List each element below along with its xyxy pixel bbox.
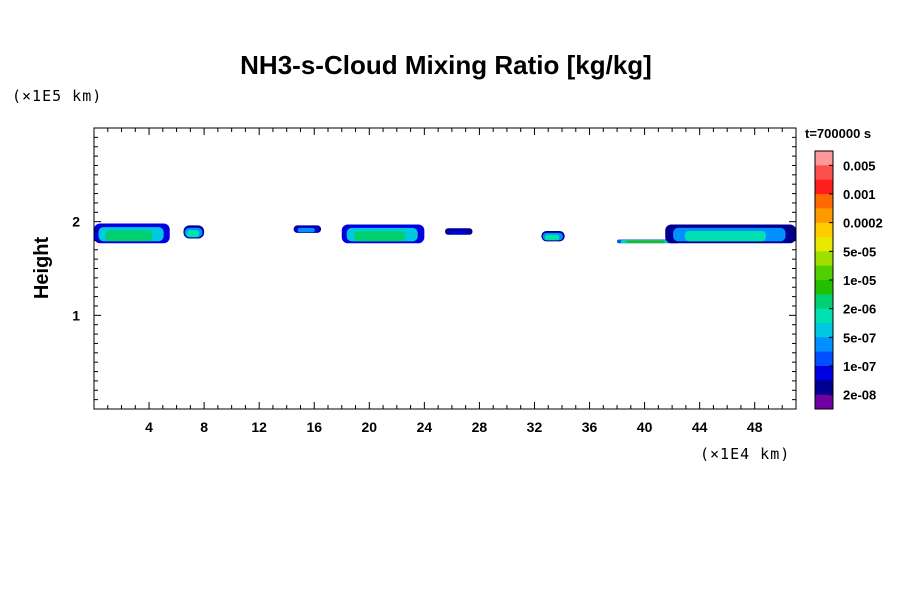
x-tick-label: 20 [362,419,378,435]
colorbar-segment [815,165,833,181]
colorbar-segment [815,208,833,224]
colorbar-segment [815,265,833,281]
x-tick-label: 12 [251,419,267,435]
colorbar-label: 0.005 [843,158,876,173]
cloud-7-center [626,240,665,243]
x-tick-label: 16 [306,419,322,435]
y-axis-unit: (×1E5 km) [12,87,102,105]
x-tick-label: 28 [472,419,488,435]
cloud-2-center [186,230,200,238]
time-label: t=700000 s [805,126,871,141]
colorbar: 0.005 0.001 0.0002 5e-05 1e-05 2e-06 5e-07 1e-0… [814,150,883,410]
colorbar-segment [815,222,833,238]
cloud-3-center [297,228,315,233]
colorbar-segment [815,151,833,166]
colorbar-segment [815,366,833,381]
colorbar-segment [815,308,833,324]
x-tick-label: 48 [747,419,763,435]
colorbar-segment [815,294,833,310]
colorbar-label: 5e-07 [843,330,876,345]
colorbar-label: 0.001 [843,187,876,202]
cloud-1-center [105,230,153,242]
cloud-5-center [449,230,467,235]
colorbar-segment [815,351,833,367]
x-axis-ticks: 4 8 12 16 20 24 28 32 36 40 44 48 [107,128,783,435]
cloud-4-center [354,231,406,242]
x-tick-label: 36 [582,419,598,435]
colorbar-segment [815,394,833,410]
colorbar-label: 5e-05 [843,244,876,259]
colorbar-label: 1e-05 [843,273,876,288]
x-tick-label: 32 [527,419,543,435]
colorbar-segment [815,179,833,195]
colorbar-label: 0.0002 [843,216,883,231]
cloud-8-center [684,231,766,242]
x-tick-label: 44 [692,419,708,435]
y-tick-label: 1 [72,307,80,323]
colorbar-segment [815,380,833,396]
x-tick-label: 8 [200,419,208,435]
colorbar-segment [815,323,833,338]
x-tick-label: 4 [145,419,153,435]
colorbar-segment [815,237,833,252]
colorbar-segment [815,280,833,295]
chart-title: NH3-s-Cloud Mixing Ratio [kg/kg] [240,50,652,80]
cloud-6-center [544,234,560,241]
colorbar-label: 2e-06 [843,302,876,317]
y-axis-ticks: 12 [72,136,796,401]
y-axis-label: Height [31,237,53,300]
x-tick-label: 24 [417,419,433,435]
y-tick-label: 2 [72,214,80,230]
colorbar-segment [815,337,833,353]
plot-area [94,223,796,244]
colorbar-label: 2e-08 [843,388,876,403]
colorbar-segment [815,251,833,267]
colorbar-label: 1e-07 [843,359,876,374]
x-axis-unit: (×1E4 km) [700,445,790,463]
plot-frame [93,127,797,410]
colorbar-segment [815,194,833,209]
x-tick-label: 40 [637,419,653,435]
